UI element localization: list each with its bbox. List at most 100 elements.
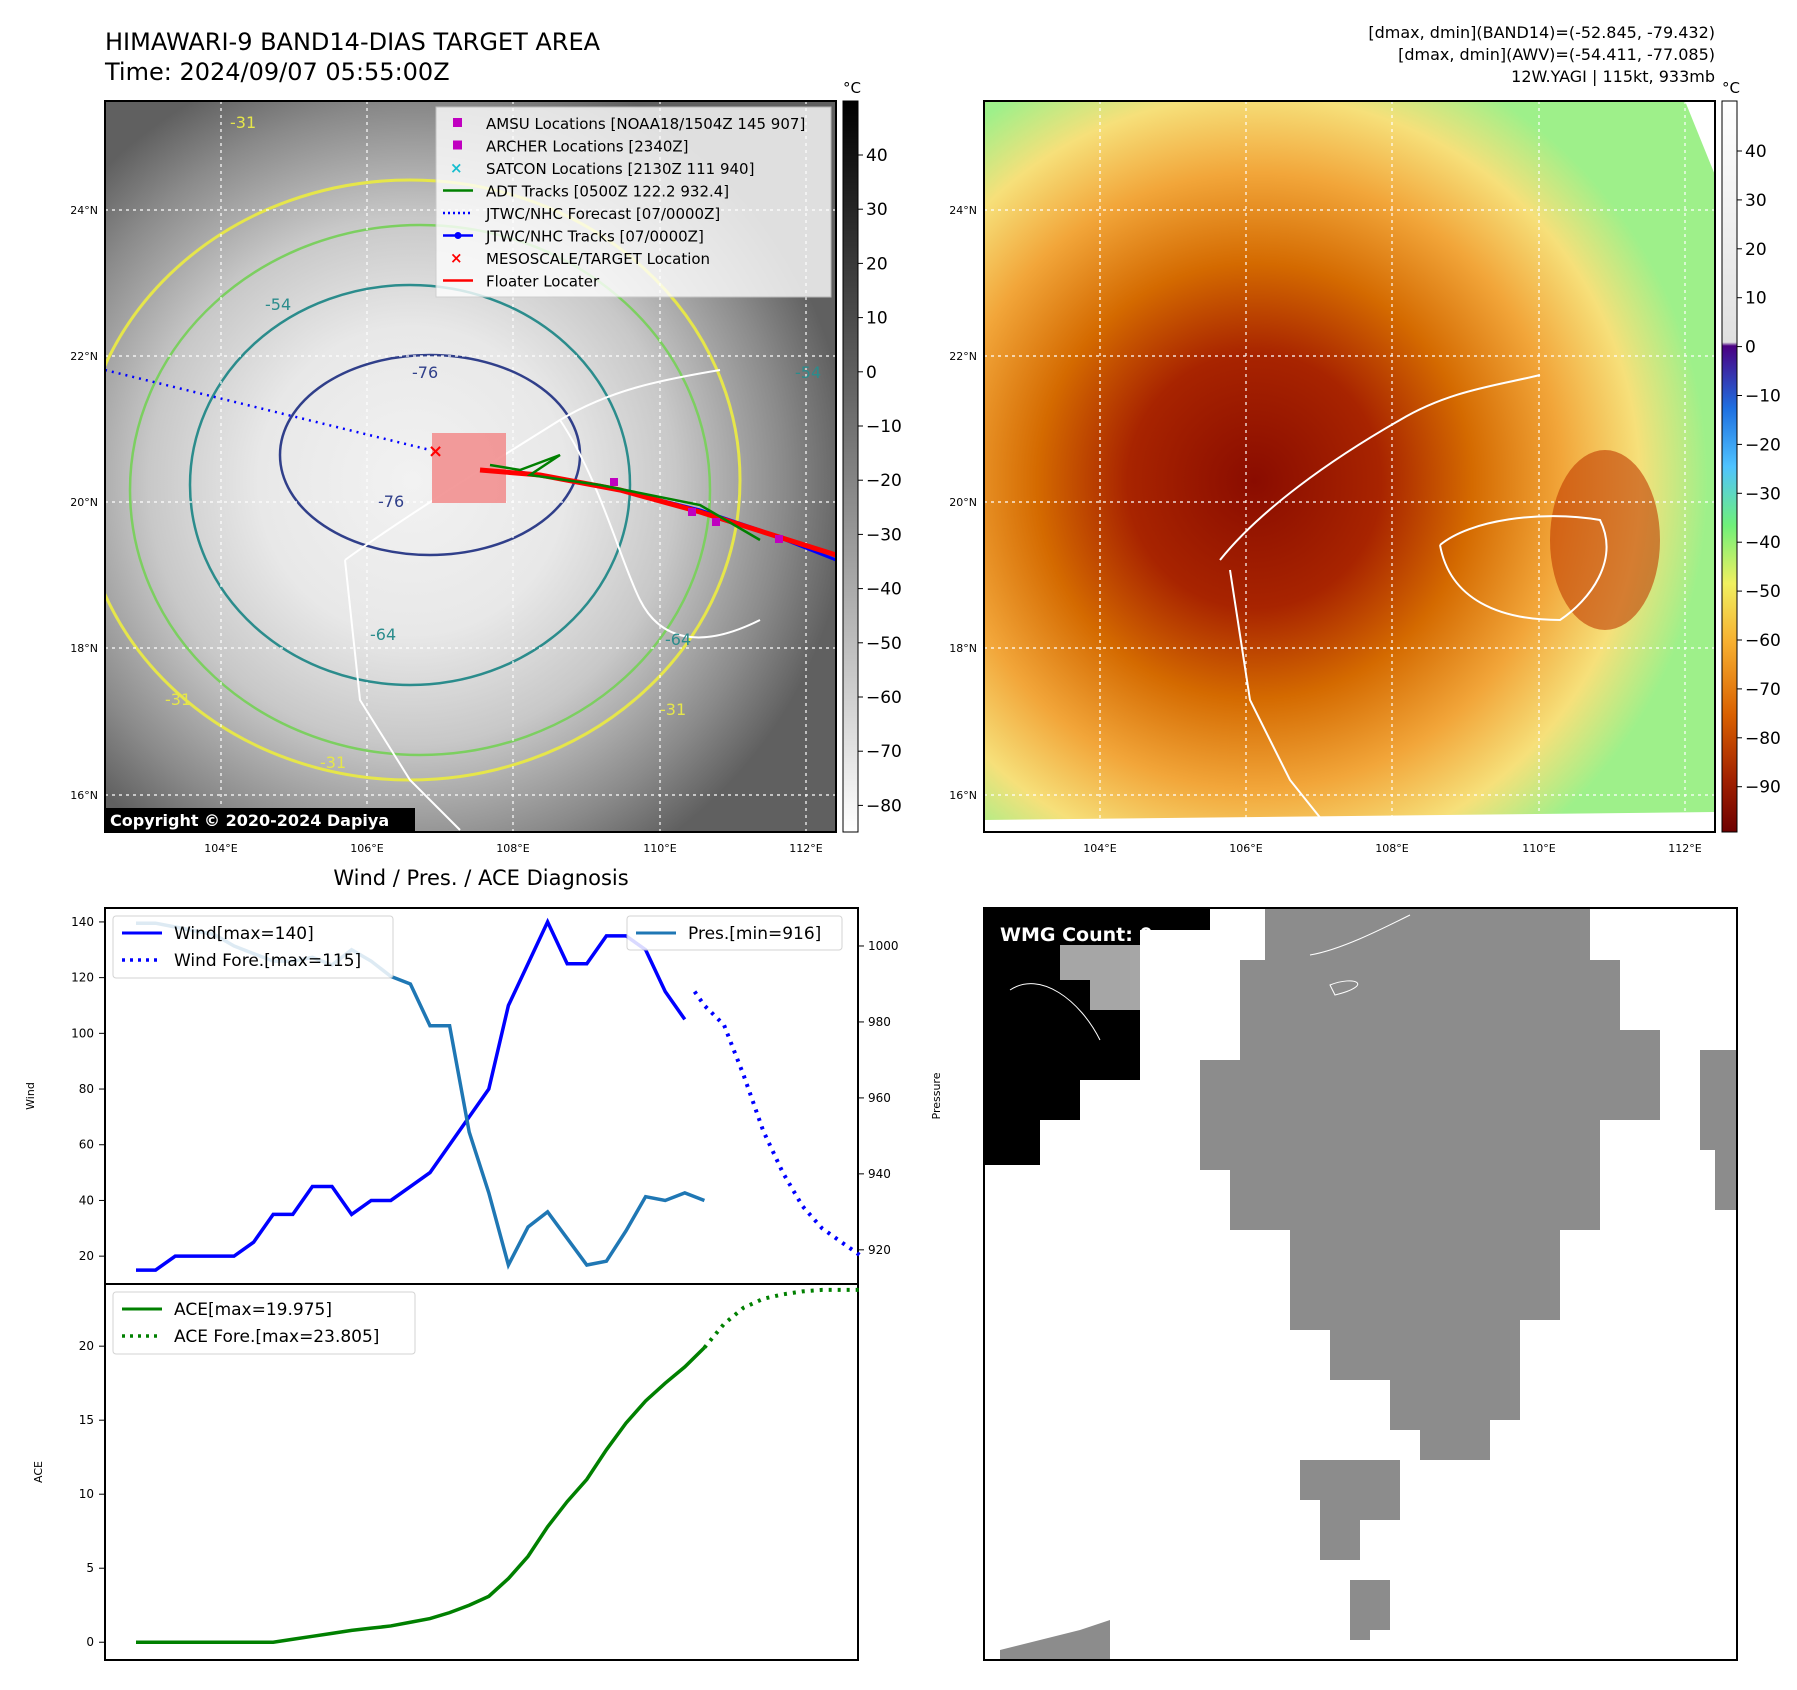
wind-series [136,917,863,1272]
colorbar-tick-label: −30 [866,525,902,545]
info-line3: 12W.YAGI | 115kt, 933mb [1511,67,1715,86]
wind-legend: Wind[max=140] Wind Fore.[max=115] [112,915,394,979]
legend-marker [453,140,462,150]
svg-text:-76: -76 [378,492,404,511]
amsu-markers [610,478,783,543]
map2-lon-labels: 104°E 106°E 108°E 110°E 112°E [1083,842,1701,855]
y-tick-label: 940 [868,1167,891,1181]
y-tick-label: 1000 [868,939,899,953]
y-tick-label: 100 [71,1026,94,1040]
svg-text:-31: -31 [165,690,191,709]
target-area-box [432,433,506,503]
colorbar-tick-label: −10 [1745,387,1781,407]
colorbar-tick-label: −20 [866,471,902,491]
colorbar-tick-label: 40 [866,146,888,166]
wmg-panel: WMG Count: 0 [983,907,1738,1661]
colorbar-tick-label: −10 [866,417,902,437]
colorbar-tick-label: 0 [1745,338,1756,358]
legend-label: ARCHER Locations [2340Z] [486,138,689,156]
ir-map-panel: × -31 -54 -76 -76 -64 -64 -31 -31 -31 -5… [70,79,902,855]
map1-lon-labels: 104°E 106°E 108°E 110°E 112°E [204,842,822,855]
gray-colorbar-unit: °C [843,79,861,97]
ace-forecast-legend-label: ACE Fore.[max=23.805] [174,1327,379,1347]
wind-legend-label: Wind[max=140] [174,924,314,944]
legend-label: JTWC/NHC Forecast [07/0000Z] [485,205,720,223]
colorbar-tick-label: 0 [866,363,877,383]
color-colorbar-unit: °C [1722,79,1740,97]
colorbar-tick-label: 20 [866,254,888,274]
y-tick-label: 960 [868,1091,891,1105]
color-colorbar [1721,100,1738,833]
svg-text:-31: -31 [230,113,256,132]
legend-marker-dot [454,232,462,239]
ace-axis-label: ACE [32,1461,45,1483]
colorbar-tick-label: −40 [1745,533,1781,553]
series-line [136,917,687,1272]
diagnosis-title: Wind / Pres. / ACE Diagnosis [333,866,628,890]
y-tick-label: 120 [71,971,94,985]
legend-marker: × [450,159,463,177]
map2-lat-labels: 24°N 22°N 20°N 18°N 16°N [949,204,977,802]
figure-title-line1: HIMAWARI-9 BAND14-DIAS TARGET AREA [105,28,601,56]
colorbar-tick-label: 10 [1745,289,1767,309]
colorbar-tick-label: 10 [866,309,888,329]
diagnosis-panel: Wind / Pres. / ACE Diagnosis Wind Pressu… [24,866,943,1661]
contour-green [128,223,712,757]
y-tick-label: 0 [86,1635,94,1649]
svg-text:-64: -64 [665,630,691,649]
wmg-gray-region-5 [1700,1050,1737,1210]
copyright-box [105,808,415,832]
svg-text:-31: -31 [320,753,346,772]
legend-marker [453,118,462,127]
gray-colorbar-ticks: 40 30 20 10 0 −10 −20 −30 −40 −50 −60 −70 −80 [858,146,902,816]
lon-label: 112°E [1668,842,1701,855]
colorbar-tick-label: 30 [866,200,888,220]
lat-label: 20°N [949,496,977,509]
header: HIMAWARI-9 BAND14-DIAS TARGET AREA Time:… [104,23,1715,86]
ace-series [136,1287,862,1644]
y-tick-label: 920 [868,1243,891,1257]
ace-ticks: 0 5 10 15 20 [79,1339,105,1649]
wmg-count-label: WMG Count: 0 [1000,924,1153,946]
colorbar-tick-label: −20 [1745,435,1781,455]
y-tick-label: 15 [79,1413,94,1427]
pressure-legend: Pres.[min=916] [626,915,843,951]
colorbar-tick-label: −70 [1745,680,1781,700]
lon-label: 104°E [1083,842,1116,855]
lon-label: 104°E [204,842,237,855]
ace-legend-label: ACE[max=19.975] [174,1300,332,1320]
pressure-legend-label: Pres.[min=916] [688,924,821,944]
y-tick-label: 20 [79,1249,94,1263]
adt-track [489,453,761,542]
wind-ticks: 20 40 60 80 100 120 140 [71,915,105,1263]
gridlines [984,101,1715,832]
legend-label: JTWC/NHC Tracks [07/0000Z] [485,228,704,246]
gray-colorbar [842,100,859,833]
wmg-coastline [1009,914,1411,1041]
y-tick-label: 5 [86,1561,94,1575]
lat-label: 16°N [949,789,977,802]
lon-label: 106°E [1229,842,1262,855]
lon-label: 108°E [496,842,529,855]
contour-labels: -31 -54 -76 -76 -64 -64 -31 -31 -31 -54 [165,113,821,772]
ace-legend: ACE[max=19.975] ACE Fore.[max=23.805] [112,1291,416,1355]
lon-label: 108°E [1375,842,1408,855]
awv-map-panel: °C 403020100−10−20−30−40−50−60−70−80−90 … [949,79,1781,855]
colorbar-tick-label: −60 [1745,631,1781,651]
wmg-gray-region-2 [1300,1460,1400,1560]
pressure-axis-label: Pressure [930,1072,943,1119]
lat-label: 24°N [949,204,977,217]
y-tick-label: 80 [79,1082,94,1096]
mesoscale-target-marker: × [428,441,443,462]
lat-label: 18°N [949,642,977,655]
color-colorbar-ticks: 40 30 20 10 0 −10 −20 −30 −40 −50 −60 −70 −80 −90 [1737,142,1781,798]
lat-label: 16°N [70,789,98,802]
map2-frame [983,100,1716,833]
legend-marker: × [450,249,463,267]
wmg-gray-region-3 [1350,1580,1390,1640]
colorbar-tick-label: 40 [1745,142,1767,162]
ace-frame [104,1283,859,1661]
colorbar-tick-label: −70 [866,742,902,762]
svg-text:-76: -76 [412,363,438,382]
colorbar-tick-label: −40 [866,580,902,600]
